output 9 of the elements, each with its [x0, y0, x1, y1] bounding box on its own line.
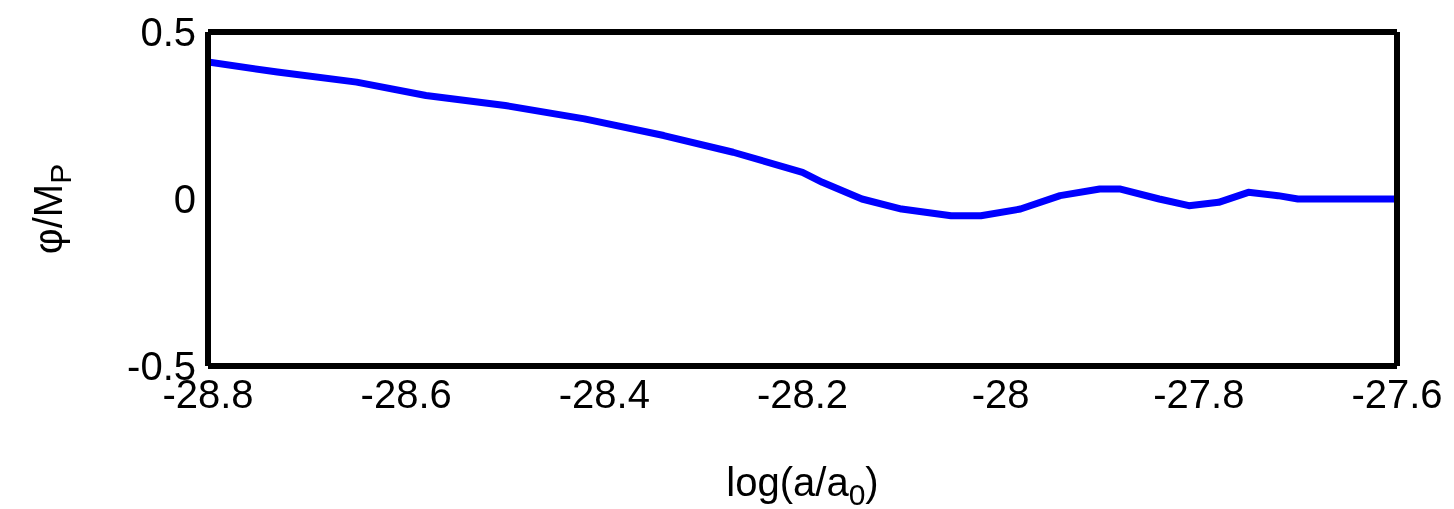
x-tick-label: -28.2 [756, 372, 849, 417]
x-tick-label: -28.6 [360, 372, 452, 417]
x-axis-title: log(a/a$_{0}$) [726, 460, 879, 509]
x-tick-label: -28.4 [558, 372, 650, 417]
y-tick-label: 0 [173, 177, 196, 222]
x-tick-label: -27.8 [1153, 372, 1245, 417]
x-tick-label: -27.6 [1351, 372, 1443, 417]
y-tick-label: 0.5 [140, 10, 196, 55]
x-tick-label: -28 [971, 372, 1030, 417]
